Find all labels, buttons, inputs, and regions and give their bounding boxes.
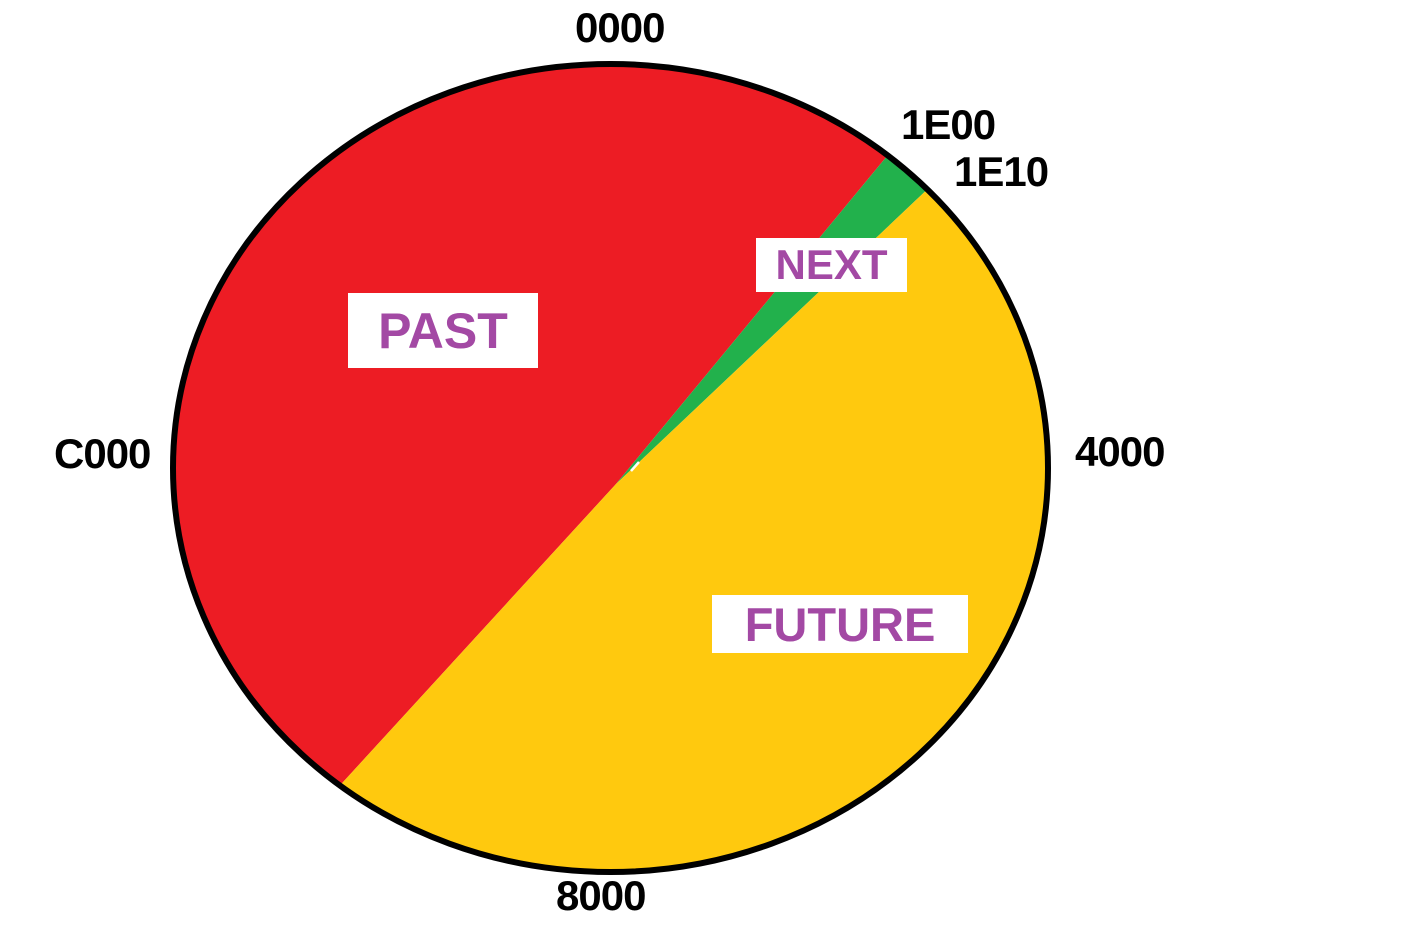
tick-label-8000: 8000	[556, 872, 646, 919]
pie-slice-next	[616, 155, 928, 484]
tick-label-c000: C000	[54, 430, 151, 477]
pie-slice-future	[339, 189, 1049, 873]
tick-label-0000: 0000	[575, 4, 665, 51]
pie-slice-past	[173, 64, 888, 786]
tick-label-1e10: 1E10	[954, 148, 1049, 195]
region-label-future: FUTURE	[712, 595, 968, 653]
circle-outline	[170, 61, 1051, 875]
tick-label-1e00: 1E00	[901, 101, 996, 148]
region-label-past: PAST	[348, 293, 538, 368]
center-gap-artifact	[630, 461, 640, 472]
tick-label-4000: 4000	[1075, 428, 1165, 475]
region-label-next: NEXT	[756, 238, 907, 292]
